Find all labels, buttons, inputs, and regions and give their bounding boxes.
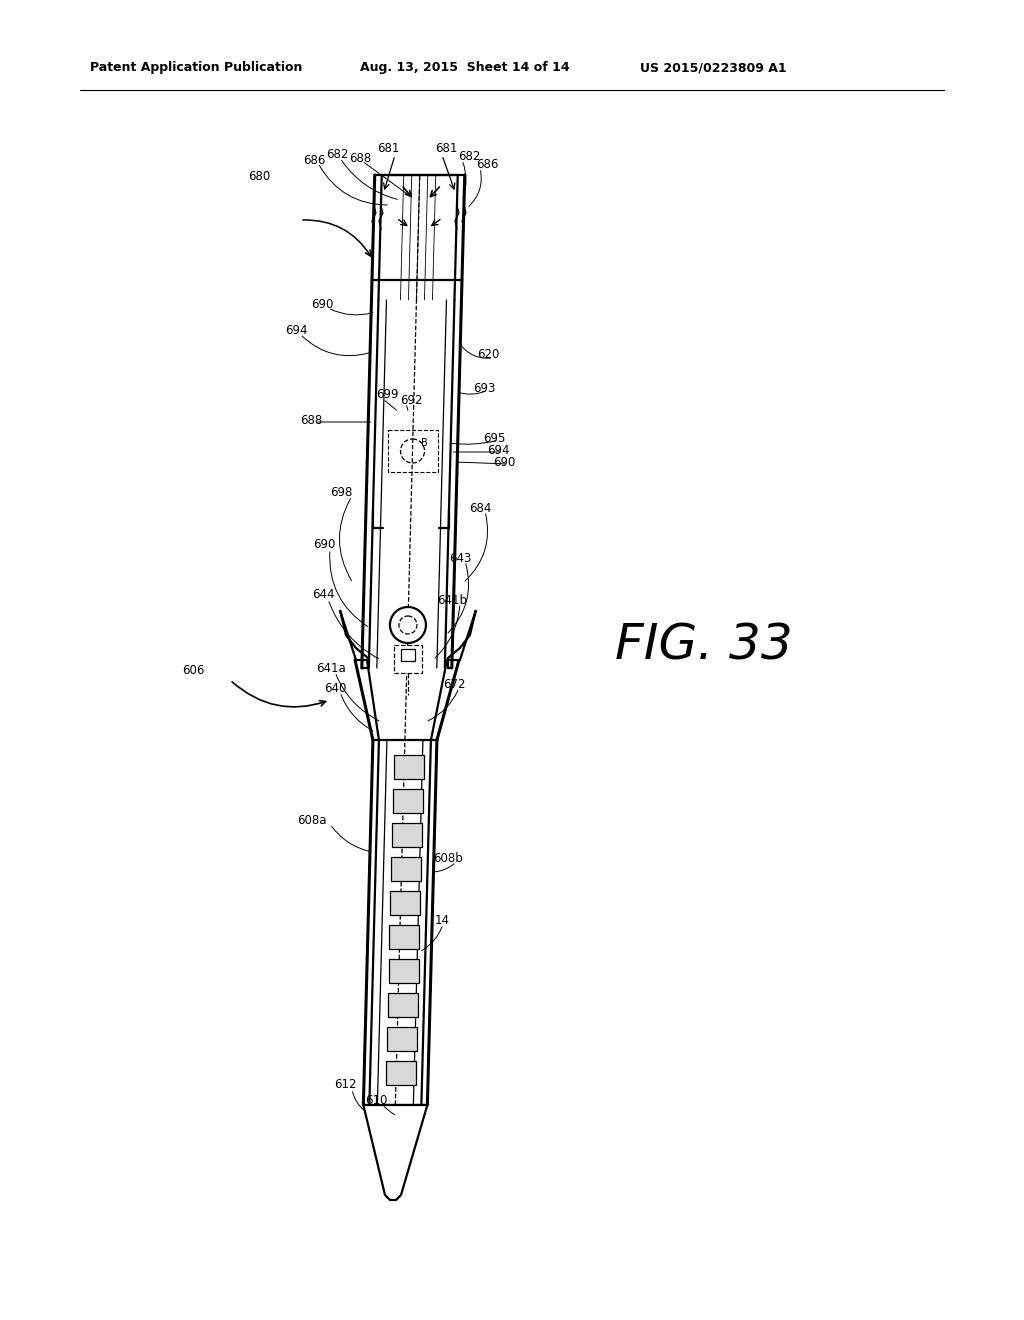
Bar xyxy=(394,645,422,673)
Text: 688: 688 xyxy=(349,152,372,165)
Text: 684: 684 xyxy=(470,502,492,515)
Text: 606: 606 xyxy=(182,664,205,676)
Text: 681: 681 xyxy=(377,141,399,154)
Text: 682: 682 xyxy=(326,149,348,161)
Text: 693: 693 xyxy=(473,381,495,395)
Bar xyxy=(392,822,422,847)
Bar xyxy=(389,925,420,949)
Text: 681: 681 xyxy=(435,141,458,154)
Text: 694: 694 xyxy=(285,323,307,337)
Text: 610: 610 xyxy=(365,1093,387,1106)
Polygon shape xyxy=(447,610,476,660)
Text: FIG. 33: FIG. 33 xyxy=(615,620,793,669)
Text: Patent Application Publication: Patent Application Publication xyxy=(90,62,302,74)
Text: 640: 640 xyxy=(324,681,346,694)
Polygon shape xyxy=(340,610,368,660)
Text: 690: 690 xyxy=(313,539,336,552)
Text: 643: 643 xyxy=(450,552,472,565)
Text: 694: 694 xyxy=(487,444,510,457)
Text: 620: 620 xyxy=(477,348,500,362)
Bar xyxy=(386,1061,416,1085)
Text: 608b: 608b xyxy=(433,851,463,865)
Text: 692: 692 xyxy=(400,393,423,407)
Bar xyxy=(387,1027,417,1051)
Text: B: B xyxy=(421,438,427,447)
Circle shape xyxy=(390,607,426,643)
Bar xyxy=(388,960,419,983)
Text: 699: 699 xyxy=(376,388,398,401)
Polygon shape xyxy=(364,1105,427,1200)
Bar xyxy=(390,891,420,915)
Bar xyxy=(401,649,415,661)
Text: 695: 695 xyxy=(483,432,506,445)
Text: 698: 698 xyxy=(330,486,352,499)
Text: 690: 690 xyxy=(493,455,515,469)
Text: 686: 686 xyxy=(303,153,326,166)
Bar xyxy=(387,430,437,473)
Text: 688: 688 xyxy=(300,413,323,426)
Text: 680: 680 xyxy=(248,169,270,182)
Text: 686: 686 xyxy=(476,157,499,170)
Text: 672: 672 xyxy=(443,678,466,692)
Text: Aug. 13, 2015  Sheet 14 of 14: Aug. 13, 2015 Sheet 14 of 14 xyxy=(360,62,569,74)
Bar xyxy=(394,755,424,779)
Text: 682: 682 xyxy=(458,150,480,164)
Bar xyxy=(391,857,421,880)
Text: 612: 612 xyxy=(334,1078,356,1092)
Text: US 2015/0223809 A1: US 2015/0223809 A1 xyxy=(640,62,786,74)
Text: 608a: 608a xyxy=(297,813,327,826)
Text: 14: 14 xyxy=(435,913,450,927)
Text: 644: 644 xyxy=(312,589,335,602)
Text: 641a: 641a xyxy=(316,661,346,675)
Bar xyxy=(393,789,423,813)
Bar xyxy=(388,993,418,1016)
Text: 690: 690 xyxy=(311,298,334,312)
Text: 641b: 641b xyxy=(437,594,467,606)
